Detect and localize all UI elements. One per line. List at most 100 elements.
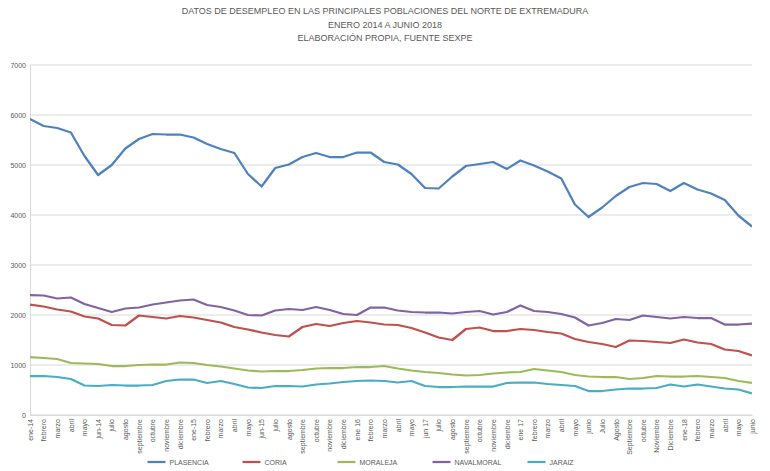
legend-entry: MORALEJA (338, 459, 398, 466)
y-axis-line (30, 66, 31, 416)
x-tick-label: febrero (40, 419, 47, 441)
x-tick: agosto (122, 415, 130, 440)
y-tick-label: 5000 (10, 162, 26, 169)
y-tick: 3000 (10, 262, 30, 269)
x-tick-label: octubre (149, 419, 156, 442)
x-axis-line (31, 415, 753, 416)
x-tick-label: jun-14 (95, 419, 103, 440)
x-tick: abril (395, 415, 402, 432)
x-tick-label: mayo (735, 419, 743, 436)
x-tick-label: julio (435, 419, 443, 433)
x-tick-label: abril (68, 419, 75, 433)
legend-label: JARAIZ (550, 459, 575, 466)
x-tick: jun-15 (258, 415, 266, 439)
x-tick: octubre (476, 415, 483, 442)
legend-swatch (433, 461, 451, 463)
x-tick-label: Noviembre (653, 419, 660, 453)
x-tick: febrero (694, 415, 701, 441)
x-tick-label: jun-15 (258, 419, 266, 440)
y-tick: 4000 (10, 212, 30, 219)
x-tick-label: Julio (599, 419, 606, 434)
x-tick: octubre (640, 415, 647, 442)
series-line (30, 305, 752, 356)
x-tick: ene 17 (517, 415, 524, 440)
y-tick: 6000 (10, 112, 30, 119)
x-tick-label: abril (721, 419, 728, 433)
x-tick-label: Septiembre (626, 419, 634, 455)
x-tick-label: octubre (476, 419, 483, 442)
legend-entry: PLASENCIA (148, 459, 210, 466)
x-tick: octubre (149, 415, 156, 442)
x-tick: febrero (204, 415, 211, 441)
x-tick-label: abril (231, 419, 238, 433)
x-tick: septiembre (136, 415, 144, 454)
x-tick-label: diciembre (177, 419, 184, 449)
legend-label: PLASENCIA (170, 459, 210, 466)
x-tick-label: marzo (54, 419, 61, 439)
x-tick: marzo (544, 415, 551, 438)
legend-label: NAVALMORAL (455, 459, 502, 466)
y-tick-label: 7000 (10, 62, 26, 69)
grid-line (30, 415, 752, 416)
x-tick-label: Agosto (613, 419, 621, 441)
grid-line (30, 115, 752, 116)
x-tick: octubre (313, 415, 320, 442)
x-tick: diciembre (340, 415, 347, 449)
x-tick: mayo (572, 415, 580, 436)
legend-swatch (528, 461, 546, 463)
x-tick-label: febrero (204, 419, 211, 441)
x-tick-label: marzo (708, 419, 715, 439)
x-tick: julio (108, 415, 116, 432)
chart: DATOS DE DESEMPLEO EN LAS PRINCIPALES PO… (0, 0, 770, 471)
y-tick: 0 (22, 412, 30, 419)
x-tick: septiembre (299, 415, 307, 454)
legend-label: CORIA (265, 459, 288, 466)
x-tick-label: septiembre (463, 419, 471, 454)
x-tick: diciembre (504, 415, 511, 449)
legend-label: MORALEJA (360, 459, 398, 466)
x-tick: febrero (40, 415, 47, 441)
x-tick-label: noviembre (163, 419, 170, 452)
x-tick-label: agosto (286, 419, 294, 440)
y-tick: 1000 (10, 362, 30, 369)
series-line (30, 357, 752, 383)
grid-line (30, 65, 752, 66)
x-tick-label: Diciembre (667, 419, 674, 451)
x-tick: Agosto (613, 415, 621, 441)
x-tick-label: jun 17 (422, 419, 430, 439)
x-tick: mayo (245, 415, 253, 436)
x-tick: ene-18 (681, 415, 688, 441)
y-tick: 7000 (10, 62, 30, 69)
legend-swatch (148, 461, 166, 463)
grid (30, 65, 752, 415)
y-tick-label: 2000 (10, 312, 26, 319)
x-axis: ene-14febreromarzoabrilmayojun-14julioag… (27, 415, 757, 455)
x-tick: junio (585, 415, 593, 435)
x-tick-label: agosto (122, 419, 130, 440)
x-tick: junio (749, 415, 757, 435)
x-tick-label: diciembre (504, 419, 511, 449)
x-tick-label: marzo (381, 419, 388, 439)
x-tick: noviembre (490, 415, 497, 452)
x-tick: ene 16 (354, 415, 361, 440)
x-tick-label: abril (558, 419, 565, 433)
x-tick-label: agosto (449, 419, 457, 440)
x-tick: Julio (599, 415, 606, 433)
x-tick: noviembre (326, 415, 333, 452)
x-tick: febrero (531, 415, 538, 441)
y-tick-label: 6000 (10, 112, 26, 119)
x-tick-label: marzo (544, 419, 551, 439)
x-tick-label: ene-18 (681, 419, 688, 441)
legend-entry: NAVALMORAL (433, 459, 502, 466)
x-tick-label: mayo (408, 419, 416, 436)
x-tick: jun 17 (422, 415, 430, 439)
y-axis: 0 1000 2000 3000 4000 5000 6000 7000 (10, 62, 30, 419)
legend-swatch (338, 461, 356, 463)
y-tick-label: 3000 (10, 262, 26, 269)
legend: PLASENCIA CORIA MORALEJA NAVALMORAL JARAIZ (148, 459, 575, 466)
x-tick-label: julio (108, 419, 116, 433)
x-tick: julio (272, 415, 280, 432)
x-tick: julio (435, 415, 443, 432)
y-tick: 2000 (10, 312, 30, 319)
x-tick: Septiembre (626, 415, 634, 455)
